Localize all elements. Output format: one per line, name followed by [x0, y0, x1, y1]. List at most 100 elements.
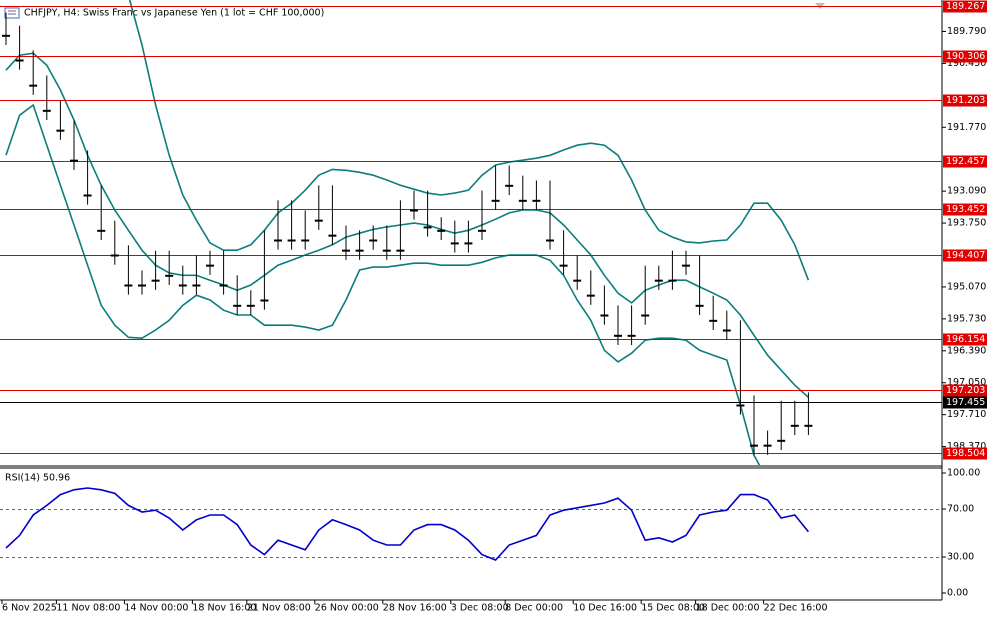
candle-body: [437, 229, 446, 232]
x-tick-label: 11 Nov 08:00: [56, 603, 120, 614]
candle-body: [219, 284, 228, 287]
current-price-bg: [943, 396, 987, 409]
candle-body: [627, 334, 636, 337]
level-label-bg: [943, 0, 987, 13]
candle-body: [301, 239, 310, 242]
level-label: 198.504: [946, 448, 985, 459]
level-label: 194.407: [946, 250, 985, 261]
candle-body: [654, 279, 663, 282]
candle-body: [722, 329, 731, 332]
candle-body: [682, 264, 690, 267]
y-tick-label: 0.00: [947, 588, 968, 599]
candle-body: [287, 239, 296, 242]
x-tick-label: 14 Nov 00:00: [124, 603, 188, 614]
level-label-bg: [943, 155, 987, 168]
level-label: 193.452: [946, 204, 985, 215]
level-label-bg: [943, 94, 987, 107]
x-tick-label: 6 Nov 2025: [2, 603, 57, 614]
y-tick-label: 100.00: [947, 468, 980, 479]
x-tick-label: 3 Dec 08:00: [451, 603, 509, 614]
candle-body: [600, 314, 609, 317]
candle-body: [151, 279, 160, 282]
y-tick-label: 197.050: [947, 377, 986, 388]
x-tick-label: 26 Nov 00:00: [315, 603, 379, 614]
candle-body: [410, 209, 418, 212]
candle-body: [614, 334, 622, 337]
current-price-label: 197.455: [946, 397, 985, 408]
level-label: 192.457: [946, 156, 985, 167]
x-tick-label: 21 Nov 08:00: [247, 603, 311, 614]
bollinger-upper: [5, 103, 761, 465]
x-tick-label: 18 Nov 16:00: [192, 603, 256, 614]
candle-body: [804, 424, 813, 427]
candle-body: [206, 264, 214, 267]
candle-body: [246, 304, 255, 307]
level-label: 196.154: [946, 334, 985, 345]
x-tick-label: 18 Dec 00:00: [696, 603, 760, 614]
level-label-bg: [943, 203, 987, 216]
symbol-icon: [4, 7, 20, 19]
candle-body: [491, 199, 500, 202]
x-tick-label: 22 Dec 16:00: [764, 603, 828, 614]
y-tick-label: 30.00: [947, 552, 974, 563]
rsi-panel: [0, 487, 942, 561]
candle-body: [42, 109, 51, 112]
candle-body: [328, 234, 337, 237]
candle-body: [695, 304, 704, 307]
bollinger-lower: [128, 0, 810, 281]
candle-body: [56, 129, 65, 132]
y-tick-label: 196.390: [947, 345, 986, 356]
candle-body: [546, 239, 554, 242]
candle-body: [260, 299, 269, 302]
candle-body: [110, 254, 119, 257]
candle-body: [641, 314, 650, 317]
candle-body: [233, 304, 242, 307]
candle-body: [763, 444, 772, 447]
candle-body: [750, 444, 758, 447]
candle-body: [559, 264, 568, 267]
level-label-bg: [943, 447, 987, 460]
candle-body: [532, 199, 541, 202]
candle-body: [382, 249, 391, 252]
rsi-title: RSI(14) 50.96: [5, 473, 70, 484]
candle-body: [369, 239, 378, 242]
candle-body: [709, 319, 718, 322]
candle-body: [518, 199, 527, 202]
candle-body: [70, 159, 78, 162]
candle-body: [165, 274, 174, 277]
candle-body: [83, 194, 92, 197]
y-tick-label: 197.710: [947, 409, 986, 420]
price-panel: [0, 0, 942, 465]
candle-body: [2, 34, 10, 37]
candle-body: [29, 84, 38, 87]
candle-body: [274, 239, 282, 242]
y-tick-label: 189.790: [947, 26, 986, 37]
level-label: 189.267: [946, 1, 985, 12]
candle-body: [15, 59, 24, 62]
y-tick-label: 195.070: [947, 281, 986, 292]
candle-body: [423, 226, 432, 229]
candle-body: [736, 404, 745, 407]
candle-body: [342, 249, 350, 252]
x-tick-label: 28 Nov 16:00: [383, 603, 447, 614]
candle-body: [138, 284, 146, 287]
rsi-line: [5, 487, 810, 561]
level-label-bg: [943, 249, 987, 262]
candle-body: [790, 424, 799, 427]
x-tick-label: 10 Dec 16:00: [573, 603, 637, 614]
y-tick-label: 70.00: [947, 504, 974, 515]
candle-body: [586, 294, 595, 297]
candle-body: [192, 284, 201, 287]
y-tick-label: 193.750: [947, 218, 986, 229]
y-tick-label: 195.730: [947, 313, 986, 324]
candle-body: [573, 279, 582, 282]
level-label-bg: [943, 333, 987, 346]
level-label: 190.306: [946, 51, 985, 62]
candle-body: [668, 279, 677, 282]
y-tick-label: 190.450: [947, 58, 986, 69]
candle-body: [396, 249, 405, 252]
y-tick-label: 191.770: [947, 122, 986, 133]
